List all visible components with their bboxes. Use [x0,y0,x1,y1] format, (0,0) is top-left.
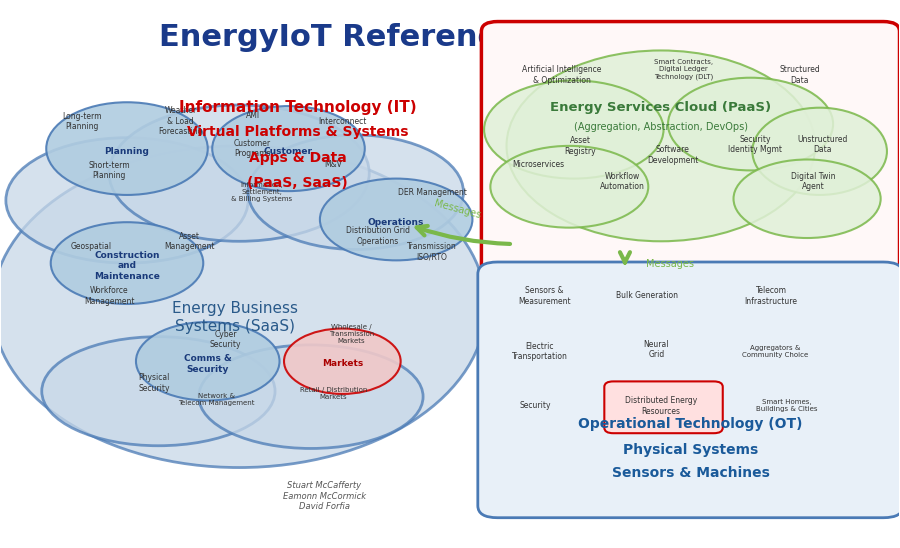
Ellipse shape [507,50,815,241]
Ellipse shape [136,322,280,401]
Text: Energy Services Cloud (PaaS): Energy Services Cloud (PaaS) [550,101,771,114]
Text: Workflow
Automation: Workflow Automation [599,172,644,191]
Ellipse shape [50,222,203,304]
Text: Software
Development: Software Development [647,145,698,165]
Text: AMI: AMI [246,111,260,121]
Ellipse shape [199,345,423,448]
Text: (PaaS, SaaS): (PaaS, SaaS) [248,176,347,190]
Text: Geospatial: Geospatial [70,242,112,251]
Text: Security: Security [519,402,551,410]
Text: Messages: Messages [645,259,694,269]
Text: Short-term
Planning: Short-term Planning [88,161,130,180]
Text: Digital Twin
Agent: Digital Twin Agent [791,172,835,191]
Text: Operational Technology (OT): Operational Technology (OT) [578,417,803,431]
Text: Markets: Markets [321,359,363,368]
Text: Neural
Grid: Neural Grid [644,340,669,359]
FancyBboxPatch shape [604,381,723,433]
Text: DER Management: DER Management [398,188,466,197]
Text: Planning: Planning [104,147,149,156]
Text: Network &
Telecom Management: Network & Telecom Management [178,393,255,406]
FancyBboxPatch shape [478,262,900,518]
Ellipse shape [752,108,886,195]
Text: Customer
Programs: Customer Programs [234,139,271,158]
Text: Weather
& Load
Forecasting: Weather & Load Forecasting [158,106,203,136]
Text: M&V: M&V [324,161,342,169]
Text: Customer: Customer [264,147,313,156]
Text: Messages: Messages [433,198,482,220]
Text: Energy Business
Systems (SaaS): Energy Business Systems (SaaS) [172,301,298,334]
Ellipse shape [484,81,663,179]
Ellipse shape [0,146,486,467]
Ellipse shape [734,159,881,238]
Text: Sensors &
Measurement: Sensors & Measurement [518,286,571,305]
Text: Stuart McCafferty
Eamonn McCormick
David Forfia: Stuart McCafferty Eamonn McCormick David… [283,481,366,511]
FancyBboxPatch shape [482,21,899,276]
Text: Transmission
ISO/RTO: Transmission ISO/RTO [407,243,457,262]
Text: Smart Contracts,
Digital Ledger
Technology (DLT): Smart Contracts, Digital Ledger Technolo… [653,59,713,80]
Text: Physical Systems: Physical Systems [623,443,758,456]
Text: Smart Homes,
Buildings & Cities: Smart Homes, Buildings & Cities [756,399,817,413]
Text: Distribution Grid
Operations: Distribution Grid Operations [346,226,410,246]
Text: Physical
Security: Physical Security [139,373,170,393]
Ellipse shape [320,179,472,260]
Text: Operations: Operations [368,218,425,227]
Ellipse shape [6,138,248,263]
Text: Information Technology (IT): Information Technology (IT) [179,100,417,115]
Text: Structured
Data: Structured Data [779,65,820,85]
Ellipse shape [41,336,275,446]
Text: Bulk Generation: Bulk Generation [616,292,679,300]
Text: Retail / Distribution
Markets: Retail / Distribution Markets [300,387,367,401]
Text: Artificial Intelligence
& Optimization: Artificial Intelligence & Optimization [523,65,602,85]
Ellipse shape [491,146,648,227]
Ellipse shape [109,105,369,241]
Text: Asset
Registry: Asset Registry [564,136,596,156]
Text: Distributed Energy
Resources: Distributed Energy Resources [625,396,697,415]
Text: Long-term
Planning: Long-term Planning [62,112,102,131]
Text: Aggregators &
Community Choice: Aggregators & Community Choice [742,345,808,358]
Text: Interconnect: Interconnect [318,117,366,126]
Text: Unstructured
Data: Unstructured Data [797,135,848,154]
Text: Information,
Settlement,
& Billing Systems: Information, Settlement, & Billing Syste… [231,182,292,202]
Text: Electric
Transportation: Electric Transportation [512,342,568,361]
Text: Microservices: Microservices [512,161,564,169]
Text: Asset
Management: Asset Management [165,232,215,251]
Text: Virtual Platforms & Systems: Virtual Platforms & Systems [186,125,409,139]
Text: (Aggregation, Abstraction, DevOps): (Aggregation, Abstraction, DevOps) [574,122,748,132]
Text: Cyber
Security: Cyber Security [210,330,241,349]
Ellipse shape [46,102,208,195]
Text: Construction
and
Maintenance: Construction and Maintenance [94,251,160,281]
Ellipse shape [212,106,364,191]
Text: Security
Identity Mgmt: Security Identity Mgmt [728,135,782,154]
Text: EnergyIoT Reference Architecture: EnergyIoT Reference Architecture [159,23,741,52]
Ellipse shape [284,328,400,394]
Text: Workforce
Management: Workforce Management [84,286,134,305]
Text: Apps & Data: Apps & Data [248,151,346,165]
Ellipse shape [248,135,464,249]
Ellipse shape [668,78,833,170]
Text: Sensors & Machines: Sensors & Machines [611,466,770,480]
Text: Wholesale /
Transmission
Markets: Wholesale / Transmission Markets [328,324,374,344]
Text: Telecom
Infrastructure: Telecom Infrastructure [744,286,797,305]
Text: Comms &
Security: Comms & Security [184,354,231,374]
